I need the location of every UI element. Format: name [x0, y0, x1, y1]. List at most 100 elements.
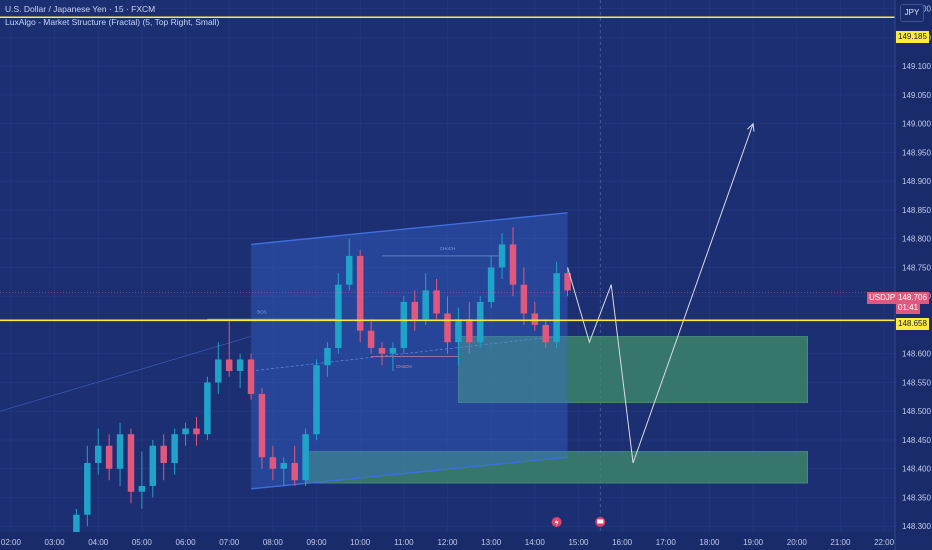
time-tick-label: 08:00 — [263, 538, 284, 547]
candle-body[interactable] — [182, 428, 189, 435]
candle-body[interactable] — [105, 445, 113, 469]
candle-body[interactable] — [433, 290, 440, 314]
candle-body[interactable] — [455, 319, 462, 343]
horizontal-levels[interactable] — [0, 16, 895, 322]
flag-icon — [597, 519, 604, 524]
candle-body[interactable] — [160, 445, 167, 463]
demand-zone — [305, 451, 808, 484]
price-tick-label: 149.050 — [902, 91, 931, 100]
choch-label-top: CHoCH — [440, 246, 456, 251]
candle-body[interactable] — [116, 434, 124, 469]
choch-label-bottom: CHoCH — [396, 364, 412, 369]
price-tick-label: 148.850 — [902, 206, 931, 215]
upper-level-label: 149.185 — [896, 31, 929, 43]
candle-body[interactable] — [215, 359, 222, 383]
price-axis-panel — [895, 0, 932, 550]
countdown-label: 01:41 — [896, 302, 921, 314]
candle-body[interactable] — [171, 434, 178, 463]
time-tick-label: 14:00 — [525, 538, 546, 547]
time-tick-label: 12:00 — [437, 538, 458, 547]
candle-body[interactable] — [138, 485, 146, 492]
candle-body[interactable] — [204, 382, 211, 435]
currency-button[interactable]: JPY — [900, 4, 924, 22]
candle-body[interactable] — [531, 313, 539, 325]
price-tick-label: 149.000 — [902, 120, 931, 129]
candle-body[interactable] — [400, 301, 408, 348]
candle-body[interactable] — [487, 267, 495, 302]
symbol-price-tag: USDJPY — [867, 292, 903, 304]
candle-body[interactable] — [564, 273, 571, 291]
channel-midline — [250, 336, 557, 372]
lower-level-label: 148.658 — [896, 318, 929, 330]
candle-body[interactable] — [94, 445, 102, 463]
time-tick-label: 15:00 — [568, 538, 589, 547]
time-tick-label: 11:00 — [394, 538, 414, 547]
candles[interactable] — [73, 227, 571, 544]
time-tick-label: 09:00 — [307, 538, 328, 547]
candle-body[interactable] — [389, 347, 397, 354]
time-tick-label: 07:00 — [219, 538, 240, 547]
channel-lower-line — [250, 456, 568, 490]
price-tick-label: 148.400 — [902, 465, 931, 474]
lightning-icon — [554, 518, 559, 527]
time-tick-label: 20:00 — [787, 538, 808, 547]
candle-body[interactable] — [247, 359, 255, 394]
candle-body[interactable] — [291, 462, 298, 481]
projection-arrowhead — [747, 122, 755, 132]
candle-body[interactable] — [367, 330, 375, 348]
time-tick-label: 10:00 — [350, 538, 371, 547]
candle-body[interactable] — [127, 434, 135, 492]
price-tick-label: 148.800 — [902, 235, 931, 244]
candle-body[interactable] — [269, 457, 277, 469]
candle-body[interactable] — [476, 301, 484, 343]
candle-body[interactable] — [335, 284, 342, 348]
time-tick-label: 05:00 — [132, 538, 153, 547]
candle-body[interactable] — [324, 347, 331, 366]
price-tick-label: 148.500 — [902, 407, 931, 416]
candle-body[interactable] — [466, 319, 473, 343]
event-markers[interactable] — [551, 517, 606, 527]
candle-body[interactable] — [73, 514, 80, 532]
candle-body[interactable] — [378, 347, 386, 354]
candle-body[interactable] — [444, 313, 451, 343]
candle-body[interactable] — [411, 301, 419, 320]
candle-body[interactable] — [520, 284, 528, 314]
candle-body[interactable] — [236, 359, 244, 371]
candle-body[interactable] — [225, 359, 233, 371]
candle-body[interactable] — [193, 428, 200, 435]
time-tick-label: 22:00 — [874, 538, 895, 547]
candle-body[interactable] — [302, 434, 309, 481]
price-tick-label: 148.950 — [902, 148, 931, 157]
candle-body[interactable] — [149, 445, 157, 486]
time-tick-label: 16:00 — [612, 538, 633, 547]
current-price-label: 148.706 — [896, 292, 929, 304]
price-tick-label: 148.600 — [902, 350, 931, 359]
demand-zones — [305, 336, 808, 484]
candle-body[interactable] — [356, 255, 364, 331]
time-tick-label: 13:00 — [481, 538, 502, 547]
price-tick-label: 148.350 — [902, 493, 931, 502]
time-tick-label: 04:00 — [88, 538, 109, 547]
candle-body[interactable] — [313, 365, 320, 435]
candle-body[interactable] — [509, 244, 517, 285]
price-tick-label: 148.750 — [902, 263, 931, 272]
price-tick-label: 148.900 — [902, 177, 931, 186]
candle-body[interactable] — [553, 273, 560, 343]
candle-body[interactable] — [280, 462, 288, 469]
time-tick-label: 21:00 — [830, 538, 851, 547]
candle-body[interactable] — [498, 244, 506, 268]
candle-body[interactable] — [258, 393, 266, 458]
candle-body[interactable] — [84, 462, 91, 515]
demand-zone — [458, 336, 808, 403]
time-tick-label: 19:00 — [743, 538, 764, 547]
candle-body[interactable] — [422, 290, 429, 320]
time-tick-label: 03:00 — [45, 538, 66, 547]
projection-line — [567, 123, 754, 464]
time-tick-label: 18:00 — [699, 538, 720, 547]
candle-body[interactable] — [346, 255, 353, 285]
candle-body[interactable] — [542, 324, 549, 343]
symbol-legend[interactable]: U.S. Dollar / Japanese Yen · 15 · FXCM — [5, 4, 156, 14]
indicator-legend[interactable]: LuxAlgo - Market Structure (Fractal) (5,… — [5, 17, 220, 27]
